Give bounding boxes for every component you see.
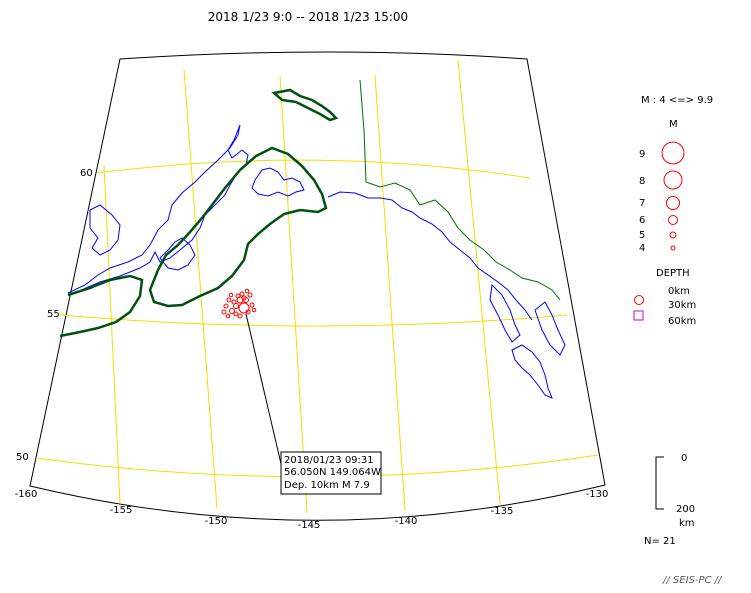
magnitude-range-label: M : 4 <=> 9.9 xyxy=(641,95,713,106)
depth-symbol-30km xyxy=(634,295,644,305)
magnitude-circle-9 xyxy=(661,141,685,165)
event-callout: 2018/01/23 09:31 56.050N 149.064W Dep. 1… xyxy=(280,451,382,495)
magnitude-title: M xyxy=(669,119,678,130)
northwest-inlets xyxy=(89,204,121,256)
gulf-coast xyxy=(327,191,533,321)
zone-outline-north xyxy=(271,88,339,122)
magnitude-legend: M : 4 <=> 9.9 M 9 8 7 6 5 4 xyxy=(639,95,713,254)
depth-scale-unit: km xyxy=(679,518,695,529)
callout-location: 56.050N 149.064W xyxy=(284,467,381,478)
parallel-55 xyxy=(59,314,568,327)
time-range-title: 2018 1/23 9:0 -- 2018 1/23 15:00 xyxy=(208,10,408,24)
parallel-60 xyxy=(96,159,531,179)
epicenter xyxy=(235,293,241,299)
zone-outline-main xyxy=(148,146,328,308)
map-frame xyxy=(29,51,606,521)
epicenter xyxy=(228,292,234,298)
lon-label-140: -140 xyxy=(395,516,418,527)
graticule xyxy=(35,59,599,514)
southeast-islands xyxy=(489,283,521,343)
epicenter xyxy=(223,303,229,309)
meridian-150 xyxy=(183,69,218,509)
depth-legend: DEPTH 0km 30km 60km xyxy=(633,268,696,327)
lat-label-50: 50 xyxy=(16,452,29,463)
credit-label: // SEIS-PC // xyxy=(662,575,723,586)
magnitude-circle-5 xyxy=(669,231,677,239)
callout-datetime: 2018/01/23 09:31 xyxy=(284,455,374,466)
lon-label-155: -155 xyxy=(110,505,133,516)
epicenter xyxy=(226,297,232,303)
callout-depth-magnitude: Dep. 10km M 7.9 xyxy=(284,480,370,491)
depth-scale-top: 0 xyxy=(681,453,687,464)
lon-label-130: -130 xyxy=(586,489,609,500)
epicenter xyxy=(231,299,237,305)
epicenter xyxy=(225,313,231,319)
lon-label-160: -160 xyxy=(15,489,38,500)
epicenter xyxy=(237,313,243,319)
depth-label-0: 0km xyxy=(668,286,690,297)
epicenter xyxy=(245,309,251,315)
tectonic-outlines xyxy=(59,88,339,338)
epicenter-main xyxy=(238,302,250,314)
depth-label-30: 30km xyxy=(668,300,696,311)
magnitude-label-4: 4 xyxy=(639,243,645,254)
event-count: N= 21 xyxy=(644,536,676,547)
lon-label-150: -150 xyxy=(205,516,228,527)
southeast-archipelago xyxy=(511,344,553,399)
depth-scale-bar xyxy=(655,456,664,510)
epicenter xyxy=(241,295,247,301)
international-border xyxy=(359,79,561,301)
magnitude-label-9: 9 xyxy=(639,149,645,160)
epicenter xyxy=(251,307,257,313)
epicenter xyxy=(239,291,245,297)
callout-leader xyxy=(245,313,283,469)
epicenter-cluster xyxy=(221,288,257,319)
southeast-fjords xyxy=(534,301,566,356)
depth-scale: 0 200 km xyxy=(655,453,695,529)
depth-symbol-60km xyxy=(633,310,644,321)
meridian-140 xyxy=(374,74,406,512)
magnitude-label-8: 8 xyxy=(639,176,645,187)
inlet-coast xyxy=(251,167,305,197)
epicenter xyxy=(229,308,235,314)
epicenter xyxy=(221,309,227,315)
magnitude-circle-4 xyxy=(670,245,676,251)
meridian-155 xyxy=(103,164,121,505)
magnitude-label-7: 7 xyxy=(639,198,645,209)
lon-label-135: -135 xyxy=(491,506,514,517)
magnitude-circle-7 xyxy=(666,196,680,210)
epicenter xyxy=(233,311,239,317)
magnitude-circle-8 xyxy=(663,170,683,190)
kodiak-area xyxy=(159,237,196,271)
meridian-135 xyxy=(457,59,501,505)
magnitude-label-5: 5 xyxy=(639,230,645,241)
western-coast xyxy=(67,124,249,294)
coastline xyxy=(67,124,566,399)
meridian-145 xyxy=(279,75,308,514)
epicenter xyxy=(247,292,253,298)
epicenter xyxy=(249,302,255,308)
magnitude-circle-6 xyxy=(668,215,678,225)
magnitude-label-6: 6 xyxy=(639,215,645,226)
lat-label-60: 60 xyxy=(80,168,93,179)
callout-box xyxy=(280,451,382,495)
lon-label-145: -145 xyxy=(298,520,321,531)
depth-scale-bottom: 200 xyxy=(676,504,695,515)
depth-title: DEPTH xyxy=(656,268,690,279)
zone-outline-west xyxy=(59,274,144,338)
depth-label-60: 60km xyxy=(668,316,696,327)
epicenter xyxy=(244,288,250,294)
lat-label-55: 55 xyxy=(47,309,60,320)
